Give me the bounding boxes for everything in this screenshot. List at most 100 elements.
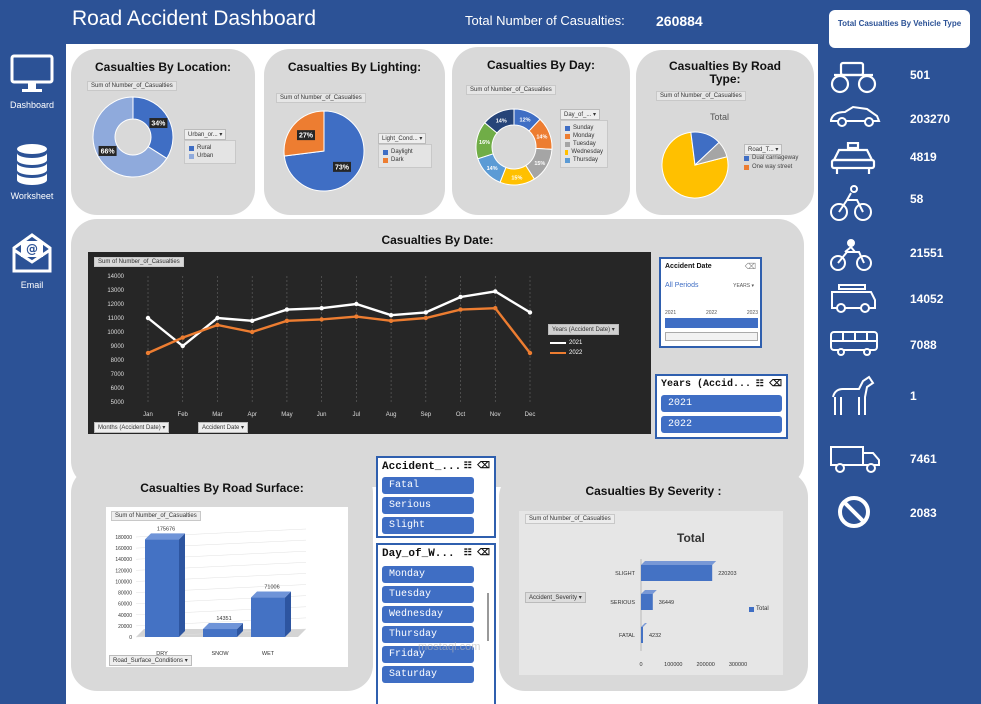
location-label-box-0 <box>149 118 168 129</box>
day-filter-dropdown[interactable]: Day_of_... ▾ <box>560 109 601 120</box>
day-slice-6[interactable] <box>484 108 515 134</box>
date-point-2021-8[interactable] <box>423 310 429 315</box>
years-slicer-title: Years (Accid... <box>661 379 752 390</box>
severity-ytick-1: SERIOUS <box>610 600 635 606</box>
date-point-2021-9[interactable] <box>458 294 463 300</box>
day-slicer-clear-icon[interactable]: ☷ ⌫ <box>463 548 490 558</box>
months-filter-dropdown[interactable]: Months (Accident Date) ▾ <box>94 422 170 433</box>
motorcycle-icon <box>830 239 872 271</box>
date-point-2022-1[interactable] <box>180 335 185 340</box>
lighting-label-0: 73% <box>335 164 350 171</box>
vehicle-type-header-text: Total Casualties By Vehicle Type <box>837 19 962 28</box>
date-point-2022-5[interactable] <box>319 317 324 322</box>
timeline-bar[interactable] <box>665 318 758 328</box>
date-point-2021-5[interactable] <box>319 306 324 311</box>
day-label-6: 14% <box>496 118 507 124</box>
date-point-2022-3[interactable] <box>249 329 255 335</box>
lighting-filter-dropdown[interactable]: Light_Cond... ▾ <box>378 133 427 144</box>
date-xtick-7: Aug <box>386 412 397 418</box>
years-slicer-item-2021[interactable]: 2021 <box>661 395 782 412</box>
surface-bar-1[interactable] <box>203 629 237 637</box>
day-slicer-item-friday[interactable]: Friday <box>382 646 474 663</box>
location-slice-1[interactable] <box>92 96 168 178</box>
roadtype-slice-2[interactable] <box>694 141 728 166</box>
date-point-2021-4[interactable] <box>284 307 290 312</box>
severity-slicer-clear-icon[interactable]: ☷ ⌫ <box>463 461 490 471</box>
timeline-scrollbar[interactable] <box>665 332 758 341</box>
date-point-2021-2[interactable] <box>215 315 220 321</box>
date-point-2022-8[interactable] <box>423 315 429 321</box>
day-field: Sum of Number_of_Casualties <box>466 85 556 95</box>
surface-xtick-0: DRY <box>156 651 168 657</box>
day-slicer-item-wednesday[interactable]: Wednesday <box>382 606 474 623</box>
date-point-2022-4[interactable] <box>284 318 290 323</box>
date-point-2021-7[interactable] <box>388 313 394 318</box>
roadtype-filter-dropdown[interactable]: Road_T... ▾ <box>744 144 783 155</box>
date-point-2022-2[interactable] <box>215 322 220 328</box>
truck-icon <box>830 446 880 473</box>
date-series-2022[interactable] <box>147 306 531 355</box>
date-point-2021-3[interactable] <box>249 318 255 323</box>
surface-ytick-3: 120000 <box>115 568 132 574</box>
nav-dashboard[interactable]: Dashboard <box>0 54 64 110</box>
nav-worksheet[interactable]: Worksheet <box>0 143 64 201</box>
date-field: Sum of Number_of_Casualties <box>94 257 184 267</box>
date-point-2021-0[interactable] <box>145 315 151 321</box>
surface-bar-0[interactable] <box>145 539 179 637</box>
day-legend: Sunday Monday Tuesday Wednesday Thursday <box>560 120 608 168</box>
years-slicer-clear-icon[interactable]: ☷ ⌫ <box>755 379 782 389</box>
severity-bar-2[interactable] <box>641 627 643 643</box>
nav-email[interactable]: @ Email <box>0 232 64 290</box>
date-xtick-11: Dec <box>525 412 536 418</box>
day-slicer-scrollbar[interactable] <box>487 593 489 641</box>
severity-slicer-item-slight[interactable]: Slight <box>382 517 474 534</box>
severity-bar-label-1: 36449 <box>659 600 674 606</box>
accident-date-filter-dropdown[interactable]: Accident Date ▾ <box>198 422 249 433</box>
date-ytick-7: 7000 <box>111 372 125 378</box>
day-slicer-item-tuesday[interactable]: Tuesday <box>382 586 474 603</box>
timeline-clear-icon[interactable]: ⌫ <box>744 262 756 271</box>
date-point-2021-11[interactable] <box>527 310 533 315</box>
date-point-2021-6[interactable] <box>354 301 359 307</box>
severity-bar-1[interactable] <box>641 594 653 610</box>
surface-ytick-8: 20000 <box>118 624 132 630</box>
severity-slicer-item-fatal[interactable]: Fatal <box>382 477 474 494</box>
location-filter-dropdown[interactable]: Urban_or... ▾ <box>184 129 227 140</box>
day-label-2: 15% <box>534 161 545 167</box>
vehicle-value-car: 203270 <box>910 112 951 126</box>
date-point-2022-7[interactable] <box>388 318 394 323</box>
timeline-unit[interactable]: YEARS ▾ <box>733 283 754 289</box>
date-point-2022-6[interactable] <box>354 314 359 319</box>
day-slicer-item-monday[interactable]: Monday <box>382 566 474 583</box>
taxi-icon <box>830 142 876 174</box>
date-point-2022-11[interactable] <box>527 350 533 356</box>
surface-bar-2[interactable] <box>251 597 285 637</box>
surface-bar-chart: Sum of Number_of_Casualties 180000 160000… <box>106 507 348 667</box>
date-point-2022-9[interactable] <box>458 307 463 312</box>
date-point-2021-1[interactable] <box>180 343 185 349</box>
severity-bar-0[interactable] <box>641 565 713 581</box>
roadtype-total-label: Total <box>710 112 730 122</box>
card-surface: Casualties By Road Surface: Sum of Numbe… <box>71 467 373 691</box>
day-slicer-item-saturday[interactable]: Saturday <box>382 666 474 683</box>
date-point-2021-10[interactable] <box>493 289 498 294</box>
severity-slicer-item-serious[interactable]: Serious <box>382 497 474 514</box>
date-series-2021[interactable] <box>147 290 531 348</box>
date-point-2022-0[interactable] <box>145 350 151 356</box>
date-xtick-10: Nov <box>490 412 501 418</box>
lighting-legend: Daylight Dark <box>378 144 432 168</box>
date-point-2022-10[interactable] <box>493 306 498 311</box>
date-legend-dropdown[interactable]: Years (Accident Date) ▾ <box>548 324 619 335</box>
location-field: Sum of Number_of_Casualties <box>87 81 177 91</box>
other-icon <box>838 496 870 528</box>
severity-filter-dropdown[interactable]: Accident_Severity ▾ <box>525 592 586 603</box>
severity-bar-top-0 <box>641 561 717 565</box>
day-slicer-title: Day_of_W... <box>382 548 455 560</box>
years-slicer-item-2022[interactable]: 2022 <box>661 416 782 433</box>
location-donut-chart: 34% 66% <box>92 96 174 178</box>
surface-filter-dropdown[interactable]: Road_Surface_Conditions ▾ <box>109 655 192 666</box>
location-label-1: 66% <box>101 148 116 155</box>
day-slicer-item-thursday[interactable]: Thursday <box>382 626 474 643</box>
location-label-0: 34% <box>151 121 166 128</box>
severity-ytick-2: FATAL <box>619 633 635 639</box>
